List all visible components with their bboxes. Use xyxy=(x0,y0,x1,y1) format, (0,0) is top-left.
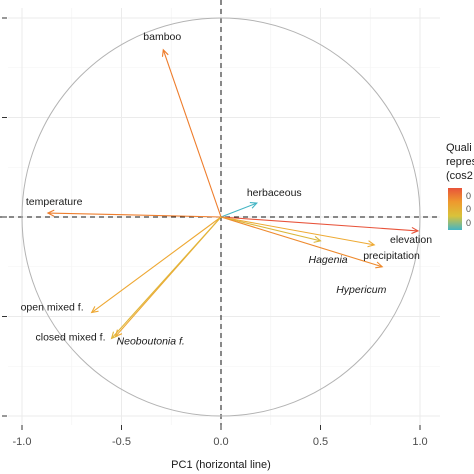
x-tick-label: 0.0 xyxy=(213,436,228,448)
arrow-hagenia xyxy=(220,216,322,243)
x-tick-label: 0.5 xyxy=(313,436,328,448)
x-axis-title: PC1 (horizontal line) xyxy=(171,459,271,471)
variable-label-precipitation: precipitation xyxy=(363,250,420,262)
variable-label-closed-mixed-f: closed mixed f. xyxy=(35,331,105,343)
legend-tick-label: 0 xyxy=(466,218,471,228)
legend: Quali repres (cos2 0 0 0 xyxy=(446,142,474,230)
variable-arrows xyxy=(46,48,420,340)
arrow-elevation xyxy=(220,216,420,235)
x-tick-label: -0.5 xyxy=(112,436,131,448)
variable-label-open-mixed-f: open mixed f. xyxy=(21,302,84,314)
legend-colorbar xyxy=(448,188,462,230)
arrow-herbaceous xyxy=(220,201,258,218)
arrow-neoboutonia-f xyxy=(110,216,222,340)
x-axis-ticks: -1.0 -0.5 0.0 0.5 1.0 xyxy=(13,425,428,448)
variable-labels: bamboo herbaceous temperature elevation prec… xyxy=(21,31,433,348)
legend-tick-label: 0 xyxy=(466,191,471,201)
x-tick-label: 1.0 xyxy=(412,436,427,448)
arrow-hypericum xyxy=(220,216,384,269)
variable-label-herbaceous: herbaceous xyxy=(247,187,302,199)
variable-label-temperature: temperature xyxy=(26,196,83,208)
variable-label-elevation: elevation xyxy=(390,234,432,246)
variable-label-neoboutonia-f: Neoboutonia f. xyxy=(117,335,185,347)
legend-title-line-1: Quali xyxy=(446,142,472,154)
legend-tick-label: 0 xyxy=(466,204,471,214)
variable-label-hagenia: Hagenia xyxy=(309,254,348,266)
variable-label-hypericum: Hypericum xyxy=(336,284,386,296)
unit-circle xyxy=(21,17,421,417)
arrow-bamboo xyxy=(161,48,222,218)
arrow-temperature xyxy=(46,209,222,218)
variable-label-bamboo: bamboo xyxy=(143,31,181,43)
arrow-open-mixed-f xyxy=(90,216,222,314)
legend-title-line-3: (cos2 xyxy=(446,170,473,182)
x-tick-label: -1.0 xyxy=(13,436,32,448)
legend-title-line-2: repres xyxy=(446,156,474,168)
y-axis-ticks xyxy=(2,17,7,417)
arrow-precipitation xyxy=(220,216,376,248)
